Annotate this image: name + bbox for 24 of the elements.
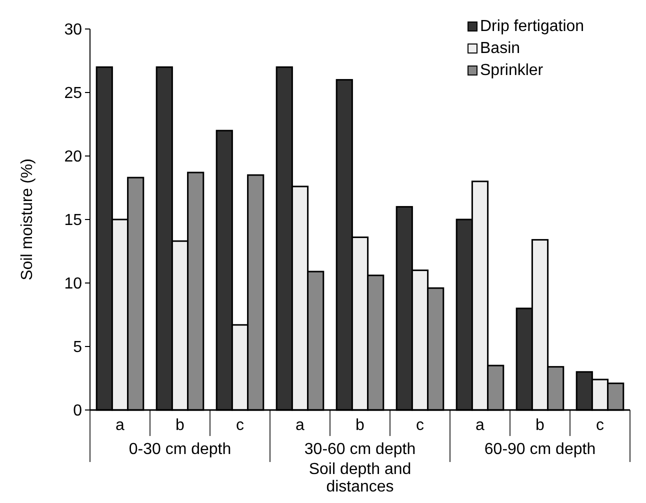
- x-tick-label: c: [416, 417, 424, 434]
- x-tick-label: a: [296, 417, 305, 434]
- legend-label: Drip fertigation: [480, 18, 584, 35]
- y-tick-label: 5: [73, 339, 82, 356]
- y-tick-label: 10: [64, 276, 82, 293]
- y-tick-label: 30: [64, 22, 82, 39]
- x-tick-label: b: [176, 417, 185, 434]
- x-tick-label: c: [236, 417, 244, 434]
- y-tick-label: 15: [64, 212, 82, 230]
- text: 30-60 cm depth: [304, 441, 416, 458]
- x-tick-label: a: [116, 417, 125, 434]
- text: 60-90 cm depth: [484, 441, 596, 458]
- y-tick-label: 25: [64, 85, 82, 102]
- y-tick-label: 20: [64, 148, 82, 166]
- x-tick-label: a: [476, 417, 485, 434]
- legend-label: Basin: [480, 40, 520, 57]
- x-axis-title: Soil depth and distances: [308, 461, 412, 496]
- y-tick-label: 0: [73, 402, 82, 420]
- x-tick-label: b: [356, 417, 365, 434]
- y-axis-title: Soil moisture (%): [19, 158, 36, 280]
- legend-label: Sprinkler: [480, 62, 544, 79]
- text: 0-30 cm depth: [128, 441, 232, 458]
- x-tick-label: b: [536, 417, 545, 434]
- x-tick-label: c: [596, 417, 604, 434]
